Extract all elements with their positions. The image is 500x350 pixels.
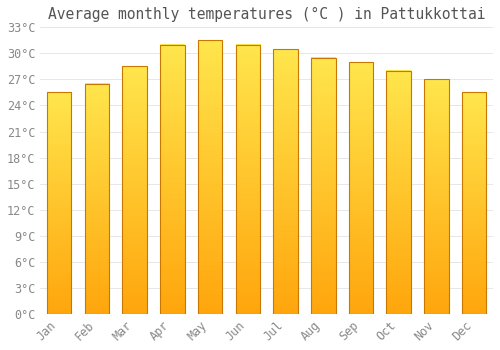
Bar bbox=[236, 45, 260, 314]
Bar bbox=[274, 49, 298, 314]
Bar bbox=[462, 92, 486, 314]
Bar bbox=[198, 40, 222, 314]
Bar bbox=[122, 66, 147, 314]
Bar bbox=[424, 79, 448, 314]
Bar bbox=[386, 71, 411, 314]
Bar bbox=[84, 84, 109, 314]
Bar bbox=[160, 45, 184, 314]
Title: Average monthly temperatures (°C ) in Pattukkottai: Average monthly temperatures (°C ) in Pa… bbox=[48, 7, 486, 22]
Bar bbox=[311, 58, 336, 314]
Bar bbox=[47, 92, 72, 314]
Bar bbox=[348, 62, 374, 314]
